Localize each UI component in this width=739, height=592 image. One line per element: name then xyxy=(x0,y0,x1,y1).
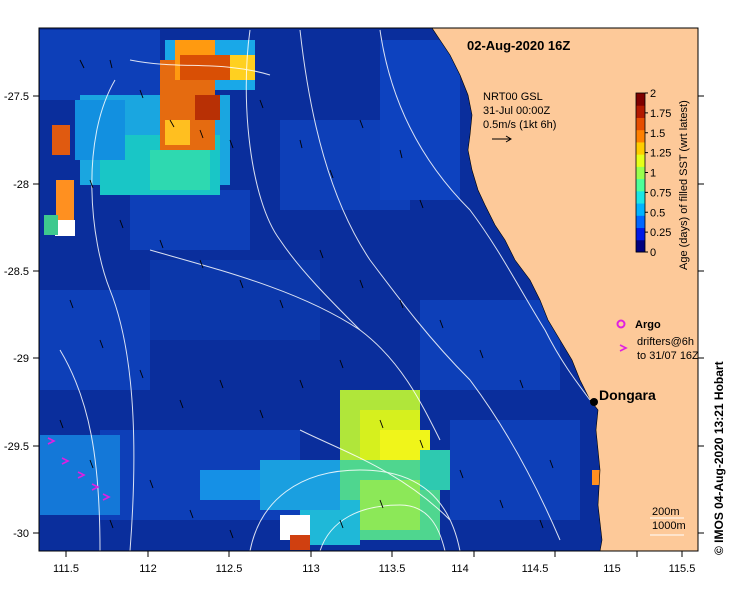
current-vectors xyxy=(59,59,554,539)
land-area xyxy=(431,28,698,551)
place-label: Dongara xyxy=(599,387,656,403)
lon-tick-label: 113.5 xyxy=(379,563,406,575)
colorbar-swatch xyxy=(636,141,645,155)
colorbar-swatch xyxy=(636,190,645,204)
lat-tick-label: -27.5 xyxy=(4,91,29,103)
argo-label: Argo xyxy=(635,319,661,331)
lat-tick-label: -28 xyxy=(13,179,29,191)
lat-tick-label: -28.5 xyxy=(4,266,29,278)
colorbar-swatch xyxy=(636,166,645,180)
lat-tick-label: -30 xyxy=(13,528,29,540)
drifter-tracks xyxy=(47,437,111,501)
current-legend: NRT00 GSL 31-Jul 00:00Z 0.5m/s (1kt 6h) xyxy=(483,91,556,143)
lon-tick-label: 115 xyxy=(603,563,621,575)
colorbar-swatch xyxy=(636,93,645,106)
lon-tick-labels: 111.5 112 112.5 113 113.5 114 114.5 115 … xyxy=(53,563,695,575)
lon-tick-label: 111.5 xyxy=(53,563,79,575)
colorbar-label: Age (days) of filled SST (wrt latest) xyxy=(678,100,690,270)
argo-marker-icon xyxy=(616,319,626,329)
colorbar-tick-label: 1 xyxy=(650,168,656,180)
lon-tick-label: 112 xyxy=(139,563,157,575)
depth-contours xyxy=(59,29,591,551)
axis-ticks xyxy=(33,95,704,557)
colorbar-tick-label: 0.25 xyxy=(650,227,671,239)
lat-tick-label: -29 xyxy=(13,353,29,365)
drifter-marker-icon xyxy=(619,344,628,352)
current-source: NRT00 GSL xyxy=(483,91,543,103)
current-scale: 0.5m/s (1kt 6h) xyxy=(483,119,556,131)
drifter-legend-line2: to 31/07 16Z xyxy=(637,350,699,362)
colorbar-tick-label: 1.5 xyxy=(650,128,665,140)
depth-legend: 200m 1000m xyxy=(650,506,686,536)
colorbar-swatch xyxy=(636,227,645,241)
colorbar-swatch xyxy=(636,117,645,131)
current-date: 31-Jul 00:00Z xyxy=(483,105,551,117)
colorbar-swatch xyxy=(636,105,645,118)
lon-tick-label: 113 xyxy=(302,563,320,575)
lon-tick-label: 112.5 xyxy=(216,563,243,575)
lon-tick-label: 115.5 xyxy=(669,563,696,575)
float-legend: Argo drifters@6h to 31/07 16Z xyxy=(616,319,699,362)
colorbar-swatch xyxy=(636,203,645,216)
colorbar: 2 1.75 1.5 1.25 1 0.75 0.5 0.25 0 Age (days) of … xyxy=(635,88,690,270)
colorbar-swatch xyxy=(636,154,645,167)
depth-label-1000: 1000m xyxy=(652,520,686,532)
colorbar-swatch xyxy=(636,178,645,192)
map-plot-area xyxy=(39,28,698,551)
colorbar-swatch xyxy=(636,215,645,229)
lon-tick-label: 114.5 xyxy=(522,563,549,575)
lon-tick-label: 114 xyxy=(451,563,469,575)
colorbar-swatches xyxy=(636,93,645,253)
colorbar-ticks: 2 1.75 1.5 1.25 1 0.75 0.5 0.25 0 xyxy=(645,88,671,259)
plot-frame xyxy=(38,27,699,552)
colorbar-swatch xyxy=(636,129,645,143)
lat-tick-label: -29.5 xyxy=(4,441,29,453)
colorbar-tick-label: 0.75 xyxy=(650,187,671,199)
map-title: 02-Aug-2020 16Z xyxy=(467,38,570,53)
credit-text: © IMOS 04-Aug-2020 13:21 Hobart xyxy=(712,361,726,555)
colorbar-tick-label: 2 xyxy=(650,88,656,100)
drifter-legend-line1: drifters@6h xyxy=(637,336,694,348)
colorbar-tick-label: 1.75 xyxy=(650,108,671,120)
dongara-marker-icon xyxy=(590,398,598,406)
sst-age-field xyxy=(40,30,600,550)
depth-label-200: 200m xyxy=(652,506,680,518)
colorbar-swatch xyxy=(636,239,645,253)
colorbar-tick-label: 0.5 xyxy=(650,207,665,219)
colorbar-tick-label: 0 xyxy=(650,247,656,259)
colorbar-tick-label: 1.25 xyxy=(650,148,671,160)
lat-tick-labels: -27.5 -28 -28.5 -29 -29.5 -30 xyxy=(4,91,29,540)
